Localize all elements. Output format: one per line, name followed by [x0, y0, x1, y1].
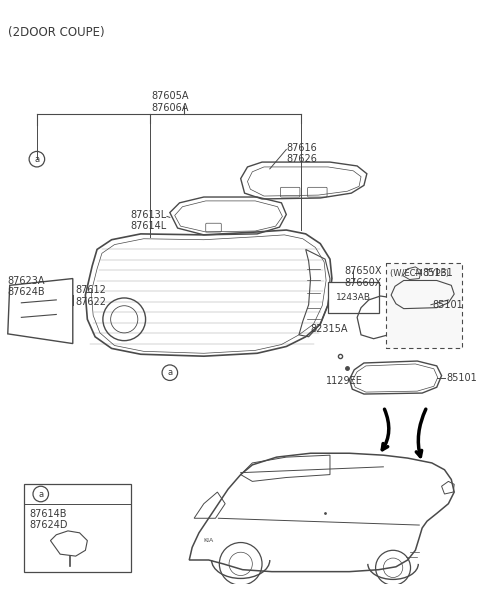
- Text: a: a: [38, 489, 43, 499]
- Text: 87612
87622: 87612 87622: [76, 285, 107, 307]
- Text: a: a: [167, 368, 172, 377]
- Text: 85131: 85131: [422, 267, 453, 278]
- Text: 87650X
87660X: 87650X 87660X: [345, 266, 382, 288]
- Text: 87623A
87624B: 87623A 87624B: [8, 276, 46, 297]
- Bar: [24, 484, 131, 572]
- Text: 87616
87626: 87616 87626: [286, 143, 317, 164]
- Text: (W/ECM TYPE): (W/ECM TYPE): [390, 269, 449, 278]
- Text: 87605A
87606A: 87605A 87606A: [151, 91, 189, 113]
- Bar: [386, 263, 462, 349]
- Bar: [328, 282, 379, 314]
- Text: 85101: 85101: [446, 372, 477, 382]
- Text: a: a: [34, 155, 39, 164]
- Text: 87613L
87614L: 87613L 87614L: [131, 210, 167, 231]
- Text: (2DOOR COUPE): (2DOOR COUPE): [8, 26, 104, 39]
- Text: 1243AB: 1243AB: [336, 294, 371, 302]
- Text: 1129EE: 1129EE: [326, 375, 363, 385]
- Text: 82315A: 82315A: [310, 324, 348, 334]
- Text: 85101: 85101: [432, 299, 463, 310]
- Text: KIA: KIA: [204, 538, 214, 543]
- Text: 87614B
87624D: 87614B 87624D: [29, 509, 68, 530]
